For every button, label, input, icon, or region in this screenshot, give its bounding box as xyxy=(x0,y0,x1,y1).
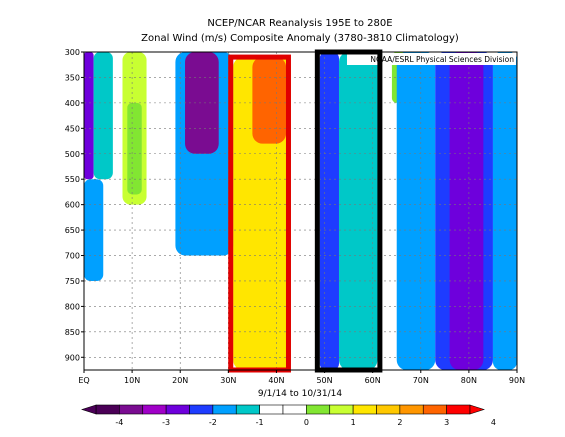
colorbar-swatch-14 xyxy=(422,404,447,415)
anomaly-band-5 xyxy=(127,102,142,195)
colorbar-tick-labels: -4 -3 -2 -1 0 1 2 3 4 xyxy=(115,418,496,427)
anomaly-band-1 xyxy=(93,52,113,180)
colorbar-tick-label-6: 2 xyxy=(397,418,402,427)
colorbar-swatch-3 xyxy=(165,404,190,415)
chart-title: NCEP/NCAR Reanalysis 195E to 280E xyxy=(207,18,392,29)
colorbar xyxy=(81,404,485,415)
y-tick-label-5: 550 xyxy=(65,175,80,184)
y-tick-label-11: 850 xyxy=(65,328,80,337)
anomaly-band-11 xyxy=(338,52,378,370)
colorbar-swatch-2 xyxy=(142,404,167,415)
anomaly-band-13 xyxy=(396,52,436,370)
colorbar-swatch-12 xyxy=(376,404,401,415)
anomaly-band-0 xyxy=(84,52,94,180)
watermark-label: NOAA/ESRL Physical Sciences Division xyxy=(370,55,514,64)
colorbar-swatch-7 xyxy=(259,404,284,415)
y-tick-label-9: 750 xyxy=(65,277,80,286)
colorbar-swatch-0 xyxy=(95,404,120,415)
x-tick-label-7: 70N xyxy=(413,376,429,385)
colorbar-arrow-left xyxy=(81,404,97,415)
colorbar-tick-label-0: -4 xyxy=(115,418,123,427)
anomaly-band-10 xyxy=(319,52,339,370)
colorbar-swatch-11 xyxy=(352,404,377,415)
y-tick-label-4: 500 xyxy=(65,150,80,159)
y-tick-label-6: 600 xyxy=(65,201,80,210)
colorbar-tick-label-3: -1 xyxy=(256,418,264,427)
x-tick-label-3: 30N xyxy=(220,376,236,385)
colorbar-tick-label-2: -2 xyxy=(209,418,217,427)
x-tick-label-1: 10N xyxy=(124,376,140,385)
y-tick-label-1: 350 xyxy=(65,73,80,82)
colorbar-swatch-10 xyxy=(329,404,354,415)
colorbar-tick-label-5: 1 xyxy=(351,418,356,427)
y-tick-label-2: 400 xyxy=(65,99,80,108)
x-axis-ticks: EQ 10N 20N 30N 40N 50N 60N 70N 80N 90N xyxy=(78,370,525,385)
y-axis-ticks: 300 350 400 450 500 550 600 650 700 750 800 850 900 xyxy=(65,48,84,362)
colorbar-swatch-8 xyxy=(282,404,307,415)
colorbar-arrow-right xyxy=(469,404,485,415)
colorbar-tick-label-7: 3 xyxy=(444,418,449,427)
watermark-box xyxy=(347,53,516,65)
x-tick-label-4: 40N xyxy=(268,376,284,385)
colorbar-tick-label-4: 0 xyxy=(304,418,309,427)
y-tick-label-7: 650 xyxy=(65,226,80,235)
y-tick-label-3: 450 xyxy=(65,124,80,133)
colorbar-swatch-5 xyxy=(212,404,237,415)
x-tick-label-9: 90N xyxy=(509,376,525,385)
x-tick-label-0: EQ xyxy=(78,376,89,385)
colorbar-swatch-6 xyxy=(235,404,260,415)
y-tick-label-10: 800 xyxy=(65,302,80,311)
plot-frame xyxy=(83,51,518,371)
anomaly-band-9 xyxy=(252,57,287,144)
colorbar-tick-label-8: 4 xyxy=(491,418,496,427)
anomaly-band-16 xyxy=(492,52,517,370)
anomaly-band-15 xyxy=(449,52,484,370)
colorbar-swatch-15 xyxy=(446,404,471,415)
x-tick-label-6: 60N xyxy=(365,376,381,385)
anomaly-band-2 xyxy=(84,179,104,281)
colorbar-swatch-13 xyxy=(399,404,424,415)
colorbar-swatch-9 xyxy=(306,404,331,415)
plot-area: NOAA/ESRL Physical Sciences Division xyxy=(83,49,518,373)
x-tick-label-2: 20N xyxy=(172,376,188,385)
chart-subtitle: Zonal Wind (m/s) Composite Anomaly (3780… xyxy=(141,33,459,44)
x-axis-label: 9/1/14 to 10/31/14 xyxy=(258,389,342,399)
y-tick-label-12: 900 xyxy=(65,353,80,362)
y-tick-label-8: 700 xyxy=(65,252,80,261)
colorbar-tick-label-1: -3 xyxy=(162,418,170,427)
colorbar-swatch-4 xyxy=(189,404,214,415)
y-tick-label-0: 300 xyxy=(65,48,80,57)
x-tick-label-5: 50N xyxy=(316,376,332,385)
colorbar-swatch-1 xyxy=(119,404,144,415)
x-tick-label-8: 80N xyxy=(461,376,477,385)
